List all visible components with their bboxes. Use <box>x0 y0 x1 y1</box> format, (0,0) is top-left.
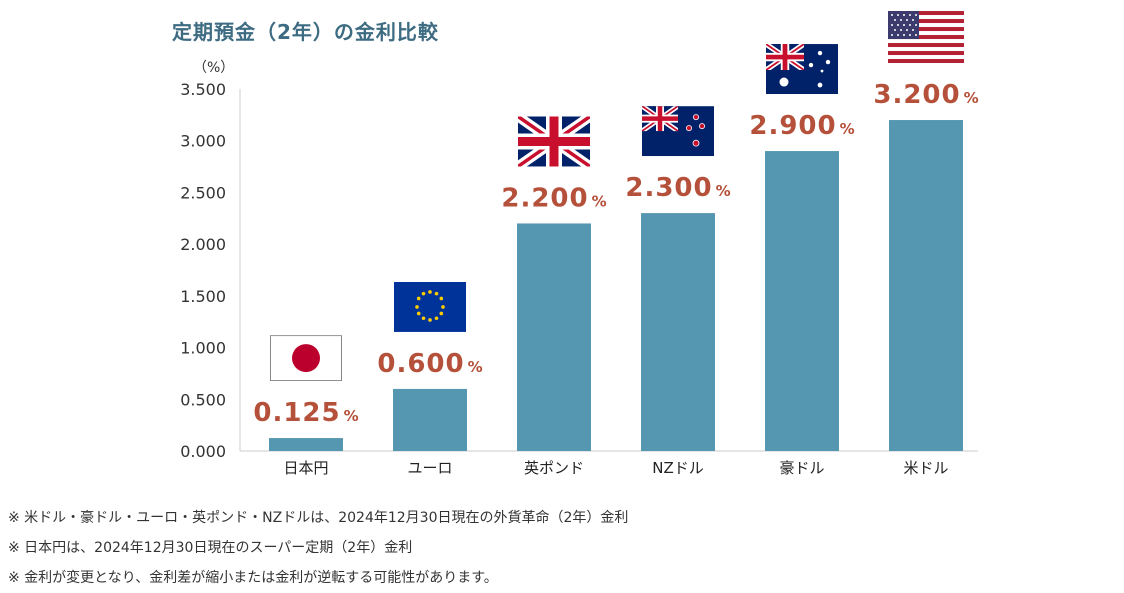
data-label-unit: % <box>344 407 359 425</box>
footnote: ※ 日本円は、2024年12月30日現在のスーパー定期（2年）金利 <box>8 540 413 556</box>
data-label-unit: % <box>468 358 483 376</box>
flags <box>270 11 964 382</box>
data-label-unit: % <box>964 89 979 107</box>
data-label-value: 0.600 <box>377 349 464 379</box>
chart-title: 定期預金（2年）の金利比較 <box>172 20 439 44</box>
footnotes: ※ 米ドル・豪ドル・ユーロ・英ポンド・NZドルは、2024年12月30日現在の外… <box>8 503 628 593</box>
bar-chart: （%） 0.000 0.500 1.000 1.500 2.000 2.500 3.000 3… <box>180 11 979 477</box>
data-label: 0.125% <box>253 398 358 428</box>
data-label-unit: % <box>840 120 855 138</box>
x-axis-ticks: 日本円 ユーロ 英ポンド NZドル 豪ドル 米ドル <box>283 459 948 477</box>
footnote: ※ 米ドル・豪ドル・ユーロ・英ポンド・NZドルは、2024年12月30日現在の外… <box>8 510 629 526</box>
x-tick-label: 米ドル <box>903 459 948 477</box>
x-tick-label: 英ポンド <box>524 459 584 477</box>
y-tick-label: 2.500 <box>180 183 226 202</box>
data-label: 2.300% <box>625 173 730 203</box>
japan-flag-icon <box>270 335 342 382</box>
y-tick-label: 0.500 <box>180 390 226 409</box>
bars <box>269 120 963 452</box>
us-flag-icon <box>888 11 964 64</box>
x-tick-label: 豪ドル <box>779 459 824 477</box>
y-tick-label: 1.500 <box>180 287 226 306</box>
data-label: 0.600% <box>377 349 482 379</box>
nz-flag-icon <box>642 106 714 156</box>
data-label: 3.200% <box>873 80 978 110</box>
data-label-value: 2.200 <box>501 183 588 213</box>
bar <box>269 438 343 451</box>
y-tick-label: 2.000 <box>180 235 226 254</box>
data-label-value: 3.200 <box>873 80 960 110</box>
x-tick-label: NZドル <box>652 459 704 477</box>
bar <box>765 151 839 452</box>
y-tick-label: 0.000 <box>180 442 226 461</box>
eu-flag-icon <box>394 281 466 332</box>
data-labels: 0.125 %0.600 %2.200% 2.300 %2.900 %3.200% <box>253 80 978 428</box>
bar <box>517 223 591 451</box>
data-label-value: 2.900 <box>749 111 836 141</box>
x-tick-label: ユーロ <box>407 459 452 477</box>
data-label-unit: % <box>592 192 607 210</box>
bar <box>889 120 963 452</box>
australia-flag-icon <box>766 44 838 94</box>
uk-flag-icon <box>518 116 590 166</box>
y-tick-label: 1.000 <box>180 339 226 358</box>
y-tick-label: 3.500 <box>180 80 226 99</box>
footnote: ※ 金利が変更となり、金利差が縮小または金利が逆転する可能性があります。 <box>8 570 498 586</box>
y-axis-ticks: 0.000 0.500 1.000 1.500 2.000 2.500 3.000 3.500 <box>180 80 226 461</box>
chart-axes <box>239 89 978 452</box>
y-tick-label: 3.000 <box>180 132 226 151</box>
data-label: 2.200% <box>501 183 606 213</box>
data-label: 2.900% <box>749 111 854 141</box>
data-label-value: 2.300 <box>625 173 712 203</box>
bar <box>393 388 467 451</box>
x-tick-label: 日本円 <box>283 459 328 477</box>
data-label-unit: % <box>716 182 731 200</box>
bar <box>641 213 715 451</box>
y-axis-label: （%） <box>193 60 234 76</box>
data-label-value: 0.125 <box>253 398 340 428</box>
